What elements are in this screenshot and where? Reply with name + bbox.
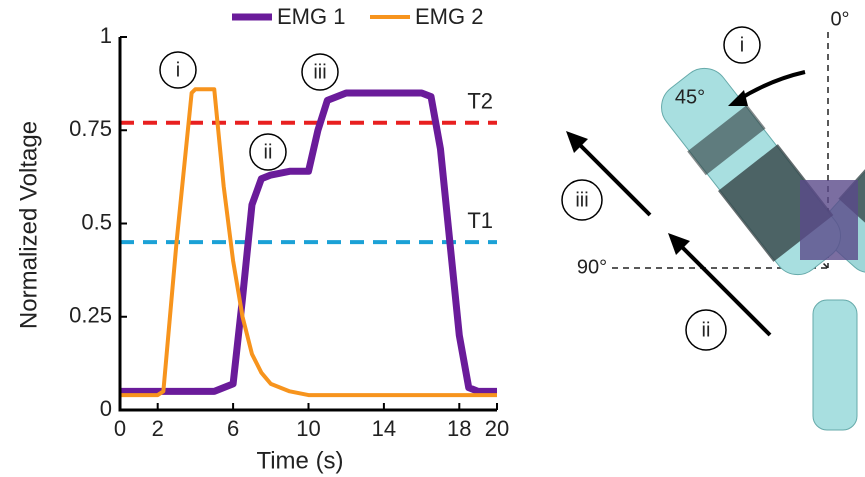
step-label: iii (575, 189, 588, 211)
angle-label: 0° (830, 8, 849, 30)
x-tick-label: 0 (114, 416, 126, 441)
x-tick-label: 14 (372, 416, 396, 441)
step-label: ii (702, 319, 711, 341)
y-tick-label: 1 (100, 23, 112, 48)
annotation-circle (159, 51, 197, 89)
series-line (120, 87, 497, 398)
threshold-label: T1 (467, 208, 493, 233)
annotation-circle (301, 53, 339, 91)
x-axis-label: Time (s) (256, 447, 343, 474)
annotation: i (176, 59, 180, 81)
annotation: iii (313, 61, 326, 83)
y-tick-label: 0 (100, 396, 112, 421)
y-tick-label: 0.75 (69, 116, 112, 141)
x-tick-label: 20 (485, 416, 509, 441)
arm-diagram: 0° 45° 90° i ii iii (561, 8, 865, 431)
annotation: ii (264, 141, 273, 163)
angle-label: 45° (675, 86, 705, 108)
annotation-circle (249, 133, 287, 171)
y-tick-label: 0.5 (81, 209, 112, 234)
legend-label: EMG 2 (415, 4, 483, 29)
y-axis-label: Normalized Voltage (15, 121, 42, 329)
y-tick-label: 0.25 (69, 303, 112, 328)
series-line (120, 89, 497, 395)
threshold-label: T2 (467, 89, 493, 114)
x-tick-label: 2 (152, 416, 164, 441)
x-tick-label: 18 (447, 416, 471, 441)
step-label: i (740, 34, 744, 56)
x-tick-label: 6 (227, 416, 239, 441)
angle-label: 90° (577, 256, 607, 278)
x-tick-label: 10 (296, 416, 320, 441)
legend-label: EMG 1 (277, 4, 345, 29)
